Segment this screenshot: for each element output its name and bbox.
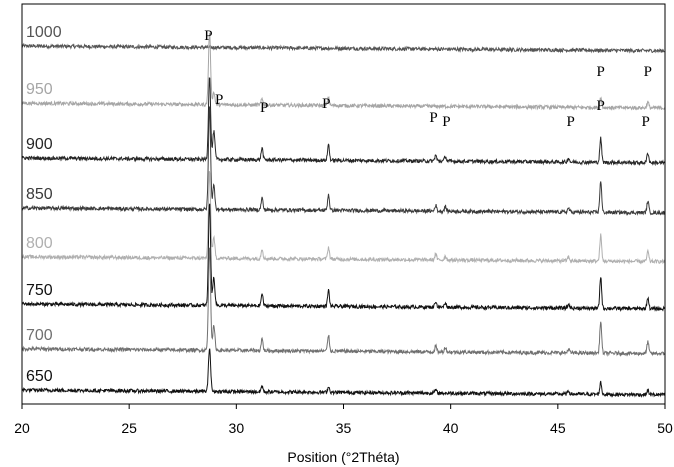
- x-axis: 20 25 30 35 40 45 50: [14, 404, 673, 436]
- series-label-650: 650: [26, 368, 53, 385]
- peak-label: P: [567, 114, 575, 130]
- peak-label: P: [644, 64, 652, 80]
- x-tick-label: 45: [550, 420, 566, 436]
- peak-label: P: [215, 92, 223, 108]
- x-tick-label: 50: [657, 420, 673, 436]
- series-line-750: [21, 203, 666, 312]
- series-label-700: 700: [26, 327, 53, 344]
- x-tick-label: 25: [121, 420, 137, 436]
- series-line-950: [21, 32, 666, 111]
- peak-label: P: [642, 114, 650, 130]
- x-axis-title: Position (°2Théta): [287, 449, 399, 465]
- diffraction-traces: [21, 32, 666, 398]
- series-label-900: 900: [26, 136, 53, 153]
- series-line-850: [21, 106, 666, 216]
- peak-label: P: [442, 114, 450, 130]
- x-tick-label: 20: [14, 420, 30, 436]
- series-label-950: 950: [26, 81, 53, 98]
- series-line-1000: [21, 42, 666, 54]
- x-tick-label: 30: [229, 420, 245, 436]
- plot-frame: [21, 3, 666, 405]
- series-label-1000: 1000: [26, 24, 62, 41]
- peak-label: P: [429, 110, 437, 126]
- peak-label: P: [260, 100, 268, 116]
- peak-label: P: [322, 96, 330, 112]
- series-line-700: [21, 247, 666, 357]
- series-line-800: [21, 171, 666, 265]
- x-tick-label: 35: [336, 420, 352, 436]
- series-label-800: 800: [26, 235, 53, 252]
- series-label-850: 850: [26, 186, 53, 203]
- series-line-900: [21, 77, 666, 167]
- peak-label: P: [597, 98, 605, 114]
- peak-annotations: PP P PP P PP PPP: [204, 28, 652, 130]
- x-tick-label: 40: [443, 420, 459, 436]
- series-line-650: [21, 348, 666, 398]
- peak-label: P: [204, 28, 212, 44]
- peak-label: P: [597, 64, 605, 80]
- series-label-750: 750: [26, 282, 53, 299]
- series-labels: 1000 950 900 850 800 750 700 650: [26, 24, 62, 385]
